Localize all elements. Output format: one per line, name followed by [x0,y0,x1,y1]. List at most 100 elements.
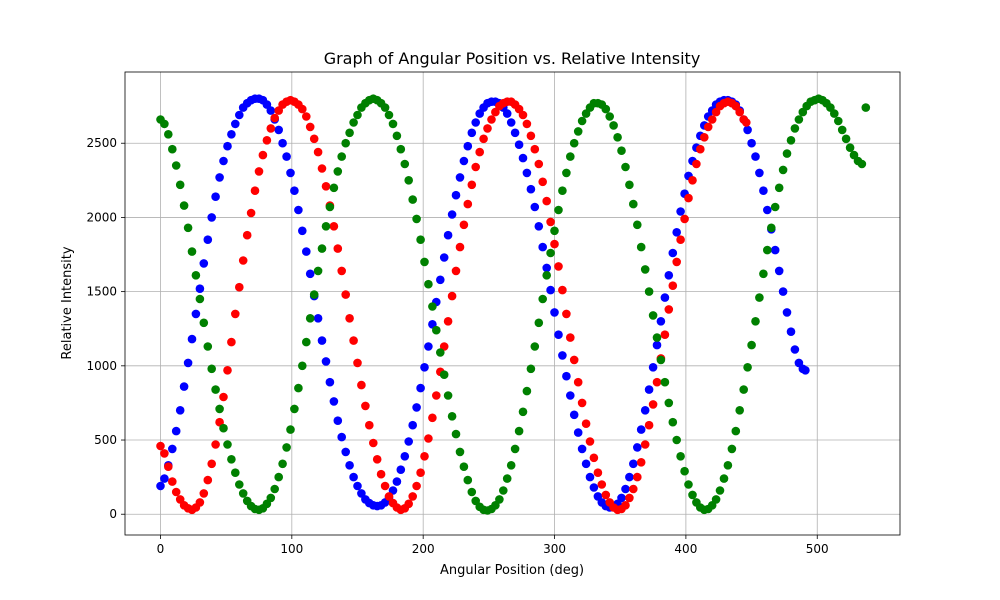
data-point [640,440,650,449]
data-point [361,401,370,411]
data-point [542,263,551,273]
data-point [420,452,429,461]
data-point [160,474,169,483]
data-point [183,358,193,368]
data-point [309,290,319,299]
data-point [238,256,248,265]
y-tick-label: 0 [109,507,117,521]
data-point [656,317,666,326]
data-point [329,183,339,193]
x-axis-title: Angular Position (deg) [440,563,584,578]
data-point [168,477,177,486]
data-point [668,281,678,291]
data-point [573,127,583,136]
data-point [613,133,622,142]
data-point [585,472,595,482]
data-point [569,355,579,365]
data-point [199,489,209,498]
data-point [778,287,788,296]
data-point [416,383,425,393]
data-point [518,110,528,120]
data-point [428,413,437,423]
y-tick-label: 500 [94,433,117,447]
data-point [668,248,678,258]
data-point [609,121,618,130]
data-point [254,167,264,176]
data-point [629,459,638,469]
data-point [286,168,295,178]
data-point [195,498,205,507]
data-point [601,490,611,500]
data-point [203,235,213,244]
data-point [711,495,721,504]
data-point [164,130,173,139]
data-point [550,239,559,249]
data-point [636,425,646,434]
data-point [857,159,867,169]
series-0 [156,94,810,512]
data-point [278,138,287,148]
series-2 [156,94,871,515]
data-point [455,447,465,457]
data-point [305,269,315,279]
data-point [538,242,547,252]
data-point [392,477,402,486]
data-point [790,124,800,133]
data-point [302,112,311,121]
data-point [554,330,563,340]
data-point [179,382,189,391]
data-point [412,214,421,224]
data-point [207,459,216,469]
x-tick-label: 400 [674,542,697,556]
data-point [739,385,748,394]
data-point [569,410,579,420]
data-point [329,222,339,231]
data-point [546,285,555,295]
data-point [404,176,414,185]
data-point [278,459,287,469]
data-point [199,259,209,268]
data-point [298,361,307,371]
series-1 [156,95,751,515]
data-point [294,383,303,393]
data-point [589,453,599,463]
data-point [506,461,516,470]
data-point [187,247,197,256]
data-point [510,128,520,138]
data-point [861,103,871,112]
data-point [688,490,697,500]
data-point [428,302,437,311]
data-point [313,266,323,276]
data-point [688,176,697,185]
data-point [467,180,477,190]
data-point [463,141,473,151]
data-point [168,144,177,154]
data-point [759,269,768,279]
data-point [227,455,236,464]
chart-title: Graph of Angular Position vs. Relative I… [324,49,701,68]
data-point [357,380,366,390]
data-point [648,400,658,409]
data-point [203,342,213,351]
data-point [266,106,276,115]
data-point [325,377,335,387]
data-point [801,366,810,375]
data-point [526,184,536,194]
data-point [443,230,453,240]
data-point [668,417,678,427]
data-point [672,435,681,445]
data-point [530,202,540,212]
data-point [684,193,693,203]
data-point [652,340,662,350]
data-point [664,271,674,280]
data-point [621,501,630,510]
data-point [778,165,788,175]
data-point [439,370,449,380]
data-point [156,441,165,451]
data-point [633,220,642,230]
data-point [735,107,744,117]
data-point [223,141,232,151]
data-point [696,144,705,154]
data-point [644,420,654,430]
data-point [522,119,532,129]
